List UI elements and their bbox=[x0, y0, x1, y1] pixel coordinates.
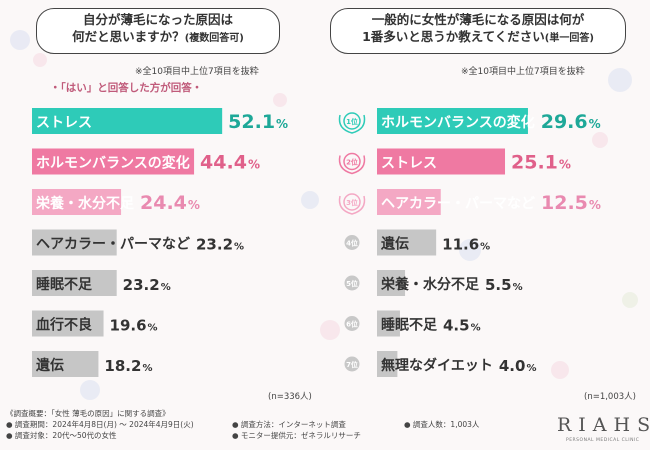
bar-value-7: 4.0 bbox=[499, 357, 526, 375]
bar-7 bbox=[377, 351, 398, 377]
bar-unit-4: % bbox=[234, 242, 244, 253]
bar-unit-2: % bbox=[559, 158, 571, 172]
survey-overview: 《調査概要：「女性 薄毛の原因」に関する調査》 ● 調査期間：2024年4月8日… bbox=[6, 408, 194, 441]
bar-value-3: 12.5 bbox=[541, 192, 588, 214]
bar-1 bbox=[32, 108, 223, 134]
bar-4 bbox=[32, 229, 117, 256]
bar-unit-4: % bbox=[480, 242, 490, 253]
bar-5 bbox=[32, 270, 117, 296]
bar-value-1: 29.6 bbox=[541, 111, 588, 133]
laurel-icon-3 bbox=[338, 195, 366, 215]
bar-2 bbox=[377, 148, 506, 175]
footer-method: ● 調査方法：インターネット調査 bbox=[232, 420, 346, 429]
rank-badge-7 bbox=[344, 356, 360, 372]
left-sample-size: (n=336人) bbox=[268, 392, 312, 402]
bar-label-2: ホルモンバランスの変化 bbox=[36, 155, 190, 172]
rank-badge-4 bbox=[344, 235, 360, 250]
bar-2 bbox=[32, 148, 195, 175]
bar-label-2: ストレス bbox=[381, 156, 437, 172]
left-question-note: (複数回答可) bbox=[184, 33, 244, 44]
bar-value-2: 25.1 bbox=[511, 152, 558, 174]
rank-label-4: 4位 bbox=[346, 239, 358, 248]
bar-unit-3: % bbox=[188, 198, 200, 212]
rank-badge-5 bbox=[344, 275, 360, 291]
right-question-line1: 一般的に女性が薄毛になる原因は何が bbox=[371, 12, 585, 27]
rank-badge-2 bbox=[343, 152, 361, 171]
rank-label-1: 1位 bbox=[346, 117, 358, 126]
left-yes-note: ・「はい」と回答した方が回答・ bbox=[50, 82, 203, 94]
footer-monitor: ● モニター提供元：ゼネラルリサーチ bbox=[232, 431, 361, 440]
bar-unit-6: % bbox=[148, 323, 158, 334]
bar-unit-1: % bbox=[589, 117, 601, 131]
bar-label-4: ヘアカラー・パーマなど bbox=[36, 237, 190, 253]
footer-period: ● 調査期間：2024年4月8日(月) ～ 2024年4月9日(火) bbox=[6, 420, 194, 429]
bar-value-1: 52.1 bbox=[228, 111, 275, 133]
bar-unit-5: % bbox=[161, 282, 171, 293]
bar-value-5: 5.5 bbox=[485, 276, 512, 294]
bar-7 bbox=[32, 351, 99, 377]
bar-6 bbox=[377, 310, 400, 337]
rank-label-5: 5位 bbox=[346, 279, 358, 288]
laurel-icon-1 bbox=[338, 114, 366, 134]
bar-label-6: 睡眠不足 bbox=[381, 318, 438, 334]
bar-label-7: 遺伝 bbox=[36, 357, 64, 374]
brand-logo: RIAHS bbox=[557, 414, 650, 436]
left-question-box: 自分が薄毛になった原因は 何だと思いますか？(複数回答可) bbox=[36, 8, 280, 54]
rank-badge-1 bbox=[343, 112, 361, 130]
bar-6 bbox=[32, 310, 104, 337]
bar-unit-7: % bbox=[526, 363, 536, 374]
bar-value-6: 4.5 bbox=[443, 317, 470, 335]
rank-label-6: 6位 bbox=[346, 320, 358, 329]
bar-value-5: 23.2 bbox=[123, 276, 160, 294]
bar-label-5: 栄養・水分不足 bbox=[380, 276, 480, 293]
footer-count: ● 調査人数：1,003人 bbox=[404, 420, 480, 429]
bar-value-4: 23.2 bbox=[196, 236, 233, 254]
right-question-box: 一般的に女性が薄毛になる原因は何が 1番多いと思うか教えてください(単一回答) bbox=[330, 8, 626, 54]
bar-unit-2: % bbox=[248, 158, 260, 172]
left-question-line1: 自分が薄毛になった原因は bbox=[82, 12, 233, 27]
bar-unit-7: % bbox=[142, 363, 152, 374]
bar-label-5: 睡眠不足 bbox=[36, 277, 93, 293]
survey-method-block: ● 調査方法：インターネット調査 ● モニター提供元：ゼネラルリサーチ bbox=[232, 419, 361, 441]
bar-value-7: 18.2 bbox=[104, 357, 141, 375]
bar-label-7: 無理なダイエット bbox=[381, 357, 493, 374]
bar-label-1: ストレス bbox=[36, 115, 92, 131]
right-sample-size: (n=1,003人) bbox=[584, 392, 636, 402]
rank-badge-6 bbox=[344, 316, 360, 331]
bar-unit-1: % bbox=[276, 117, 288, 131]
bar-value-2: 44.4 bbox=[200, 152, 247, 174]
rank-badge-3 bbox=[343, 193, 361, 211]
right-question-line2: 1番多いと思うか教えてください bbox=[362, 29, 545, 44]
bar-label-1: ホルモンバランスの変化 bbox=[381, 114, 535, 131]
bar-4 bbox=[377, 229, 437, 256]
bar-value-3: 24.4 bbox=[140, 192, 187, 214]
rank-label-7: 7位 bbox=[346, 360, 358, 369]
bar-unit-6: % bbox=[471, 323, 481, 334]
bar-value-4: 11.6 bbox=[442, 236, 479, 254]
bar-5 bbox=[377, 270, 406, 296]
rank-label-2: 2位 bbox=[346, 158, 358, 167]
bar-label-3: ヘアカラー・パーマなど bbox=[381, 196, 535, 212]
bar-label-3: 栄養・水分不足 bbox=[35, 195, 135, 212]
bar-unit-5: % bbox=[513, 282, 523, 293]
left-question-line2: 何だと思いますか？ bbox=[72, 29, 185, 44]
footer-title: 《調査概要：「女性 薄毛の原因」に関する調査》 bbox=[6, 409, 170, 418]
bar-value-6: 19.6 bbox=[110, 317, 147, 335]
bar-label-4: 遺伝 bbox=[381, 236, 409, 253]
left-subnote: ※全10項目中上位7項目を抜粋 bbox=[135, 67, 259, 77]
bar-3 bbox=[377, 189, 441, 215]
bar-unit-3: % bbox=[589, 198, 601, 212]
rank-label-3: 3位 bbox=[346, 198, 358, 207]
brand-tagline: PERSONAL MEDICAL CLINIC bbox=[566, 438, 640, 443]
right-question-note: (単一回答) bbox=[544, 33, 594, 44]
bar-1 bbox=[377, 108, 528, 134]
bar-3 bbox=[32, 189, 122, 215]
bar-label-6: 血行不良 bbox=[36, 317, 92, 334]
right-subnote: ※全10項目中上位7項目を抜粋 bbox=[461, 67, 585, 77]
footer-target: ● 調査対象：20代～50代の女性 bbox=[6, 431, 117, 440]
laurel-icon-2 bbox=[338, 155, 366, 175]
left-bar-chart: ストレス 52.1 % ホルモンバランスの変化 44.4 % 栄養・水分不足 24.4 % ヘアカ… bbox=[32, 108, 288, 377]
